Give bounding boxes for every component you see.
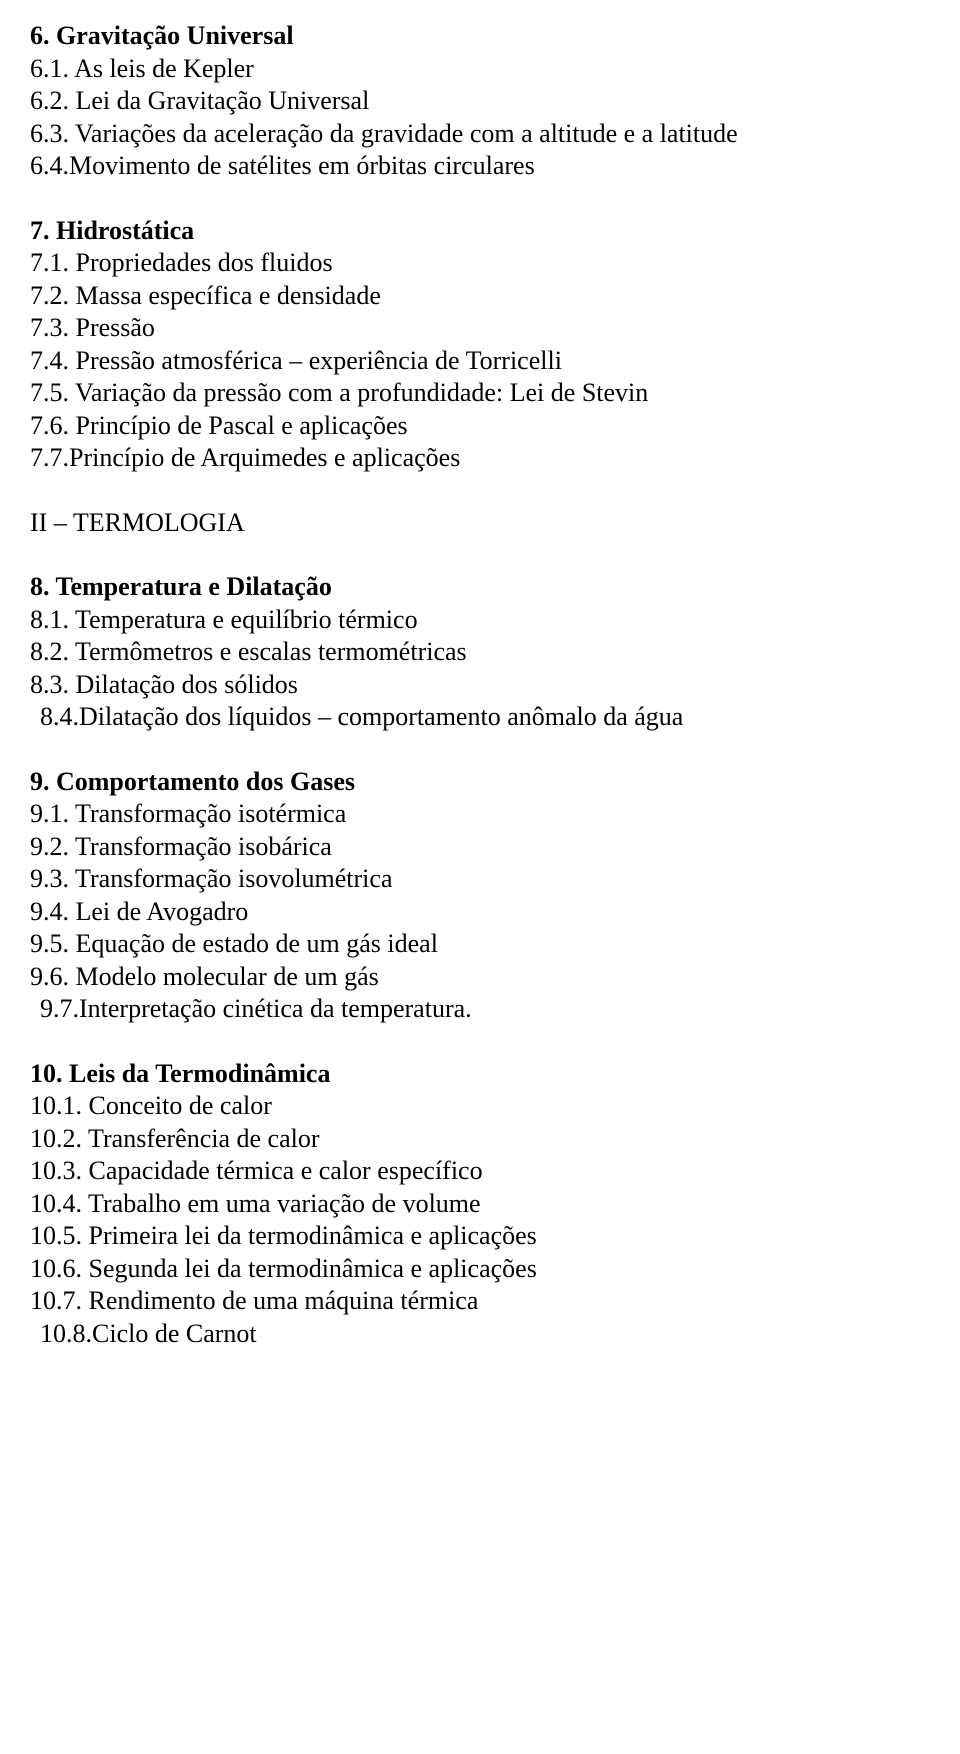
section-9-item-7: 9.7.Interpretação cinética da temperatur… — [30, 993, 930, 1026]
section-10-item-8: 10.8.Ciclo de Carnot — [30, 1318, 930, 1351]
section-10-item-7: 10.7. Rendimento de uma máquina térmica — [30, 1285, 930, 1318]
section-9-item-1: 9.1. Transformação isotérmica — [30, 798, 930, 831]
section-7-item-3: 7.3. Pressão — [30, 312, 930, 345]
section-7-item-7: 7.7.Princípio de Arquimedes e aplicações — [30, 442, 930, 475]
section-6-item-2: 6.2. Lei da Gravitação Universal — [30, 85, 930, 118]
section-6: 6. Gravitação Universal 6.1. As leis de … — [30, 20, 930, 183]
section-8-item-4: 8.4.Dilatação dos líquidos – comportamen… — [30, 701, 930, 734]
section-7-item-5: 7.5. Variação da pressão com a profundid… — [30, 377, 930, 410]
section-7-item-1: 7.1. Propriedades dos fluidos — [30, 247, 930, 280]
section-9-item-3: 9.3. Transformação isovolumétrica — [30, 863, 930, 896]
section-6-title: 6. Gravitação Universal — [30, 20, 930, 53]
section-7-item-6: 7.6. Princípio de Pascal e aplicações — [30, 410, 930, 443]
section-10-title: 10. Leis da Termodinâmica — [30, 1058, 930, 1091]
section-8-item-1: 8.1. Temperatura e equilíbrio térmico — [30, 604, 930, 637]
section-6-item-3: 6.3. Variações da aceleração da gravidad… — [30, 118, 930, 151]
section-9-item-5: 9.5. Equação de estado de um gás ideal — [30, 928, 930, 961]
section-8: 8. Temperatura e Dilatação 8.1. Temperat… — [30, 571, 930, 734]
section-7: 7. Hidrostática 7.1. Propriedades dos fl… — [30, 215, 930, 475]
part-2-heading: II – TERMOLOGIA — [30, 507, 930, 540]
section-10-item-1: 10.1. Conceito de calor — [30, 1090, 930, 1123]
section-8-item-2: 8.2. Termômetros e escalas termométricas — [30, 636, 930, 669]
section-7-item-4: 7.4. Pressão atmosférica – experiência d… — [30, 345, 930, 378]
section-10-item-2: 10.2. Transferência de calor — [30, 1123, 930, 1156]
section-9-item-6: 9.6. Modelo molecular de um gás — [30, 961, 930, 994]
section-9-item-4: 9.4. Lei de Avogadro — [30, 896, 930, 929]
section-8-item-3: 8.3. Dilatação dos sólidos — [30, 669, 930, 702]
document-page: 6. Gravitação Universal 6.1. As leis de … — [0, 0, 960, 1754]
section-6-item-4: 6.4.Movimento de satélites em órbitas ci… — [30, 150, 930, 183]
section-9-title: 9. Comportamento dos Gases — [30, 766, 930, 799]
section-10-item-5: 10.5. Primeira lei da termodinâmica e ap… — [30, 1220, 930, 1253]
section-8-title: 8. Temperatura e Dilatação — [30, 571, 930, 604]
section-10-item-3: 10.3. Capacidade térmica e calor específ… — [30, 1155, 930, 1188]
section-10-item-6: 10.6. Segunda lei da termodinâmica e apl… — [30, 1253, 930, 1286]
section-10-item-4: 10.4. Trabalho em uma variação de volume — [30, 1188, 930, 1221]
section-6-item-1: 6.1. As leis de Kepler — [30, 53, 930, 86]
section-10: 10. Leis da Termodinâmica 10.1. Conceito… — [30, 1058, 930, 1351]
section-9: 9. Comportamento dos Gases 9.1. Transfor… — [30, 766, 930, 1026]
section-7-title: 7. Hidrostática — [30, 215, 930, 248]
section-9-item-2: 9.2. Transformação isobárica — [30, 831, 930, 864]
section-7-item-2: 7.2. Massa específica e densidade — [30, 280, 930, 313]
